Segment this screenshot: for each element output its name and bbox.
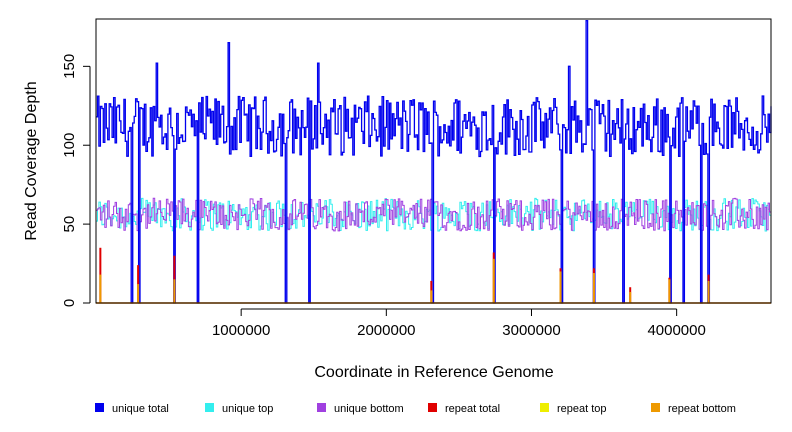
plot-frame [95, 18, 772, 304]
x-tick-label: 1000000 [212, 322, 270, 339]
legend-swatch [317, 403, 326, 412]
legend-label: unique bottom [334, 403, 404, 415]
unique-bottom-line [96, 197, 772, 304]
legend-item: unique top [205, 403, 273, 415]
y-tick-label: 150 [61, 54, 78, 79]
legend-label: repeat top [557, 403, 607, 415]
legend: unique total unique top unique bottom repea… [95, 403, 736, 415]
legend-swatch [540, 403, 549, 412]
legend-item: repeat bottom [651, 403, 736, 415]
x-axis: 1000000 2000000 3000000 4000000 [212, 308, 706, 339]
x-tick-label: 2000000 [357, 322, 415, 339]
legend-item: repeat top [540, 403, 607, 415]
legend-item: unique bottom [317, 403, 404, 415]
legend-item: repeat total [428, 403, 500, 415]
legend-swatch [651, 403, 660, 412]
plot-lines [96, 19, 772, 304]
legend-label: repeat bottom [668, 403, 736, 415]
x-tick-label: 3000000 [502, 322, 560, 339]
unique-total-line [96, 19, 772, 304]
y-axis-label: Read Coverage Depth [23, 81, 40, 240]
y-tick-label: 50 [61, 216, 78, 233]
x-axis-label: Coordinate in Reference Genome [314, 364, 553, 381]
legend-label: repeat total [445, 403, 500, 415]
legend-label: unique top [222, 403, 273, 415]
legend-label: unique total [112, 403, 169, 415]
legend-swatch [205, 403, 214, 412]
legend-swatch [95, 403, 104, 412]
legend-item: unique total [95, 403, 169, 415]
legend-swatch [428, 403, 437, 412]
x-tick-label: 4000000 [647, 322, 705, 339]
y-tick-label: 100 [61, 133, 78, 158]
y-tick-label: 0 [61, 299, 78, 307]
y-axis: 0 50 100 150 [61, 54, 91, 307]
